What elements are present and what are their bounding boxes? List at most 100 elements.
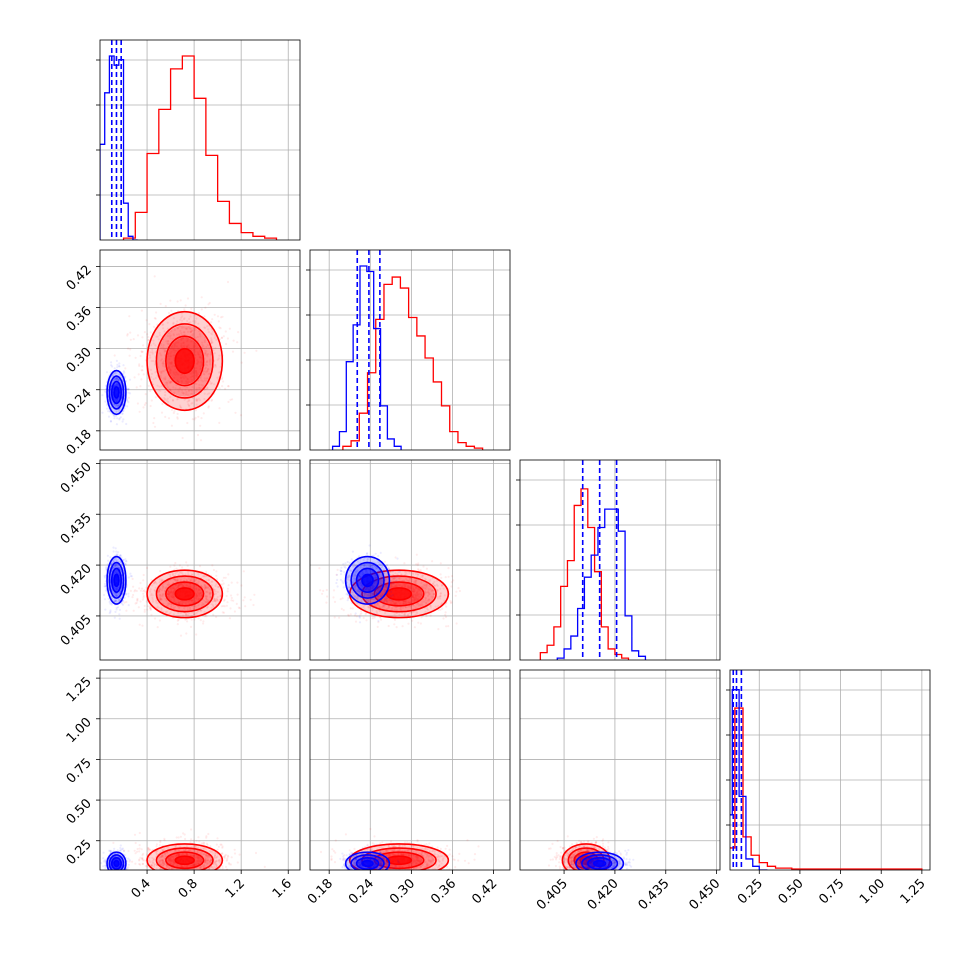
sample-point	[378, 605, 381, 608]
sample-point	[372, 593, 376, 597]
sample-point	[423, 600, 426, 603]
sample-point	[158, 581, 161, 584]
sample-point	[193, 604, 196, 608]
sample-point	[412, 580, 415, 583]
sample-point	[197, 415, 200, 418]
sample-point	[413, 599, 416, 602]
sample-point	[177, 584, 180, 588]
sample-point	[380, 618, 383, 621]
sample-point	[202, 599, 205, 602]
sample-point	[161, 862, 164, 865]
sample-point	[229, 398, 232, 401]
sample-point	[358, 574, 361, 578]
sample-point	[206, 590, 209, 593]
sample-point	[195, 587, 198, 590]
sample-point	[386, 563, 389, 567]
sample-point	[162, 377, 165, 380]
sample-point	[186, 564, 189, 567]
sample-point	[368, 598, 371, 601]
sample-point	[368, 565, 371, 568]
sample-point	[114, 594, 118, 597]
density-level	[362, 574, 374, 587]
sample-point	[196, 591, 200, 594]
sample-point	[179, 404, 182, 407]
sample-point	[424, 591, 427, 594]
sample-point	[118, 567, 121, 570]
sample-point	[177, 381, 180, 384]
sample-point	[138, 363, 141, 366]
sample-point	[114, 588, 117, 591]
sample-point	[361, 586, 364, 589]
sample-point	[216, 595, 219, 599]
sample-point	[377, 595, 380, 599]
sample-point	[368, 566, 371, 569]
sample-point	[190, 600, 193, 603]
sample-point	[139, 856, 142, 859]
sample-point	[443, 594, 446, 597]
sample-point	[116, 384, 119, 387]
sample-point	[226, 587, 230, 590]
sample-point	[203, 587, 206, 591]
sample-point	[204, 600, 208, 604]
sample-point	[450, 575, 454, 578]
sample-point	[381, 605, 385, 608]
sample-point	[387, 624, 390, 628]
sample-point	[389, 586, 392, 589]
sample-point	[415, 611, 418, 614]
sample-point	[195, 860, 198, 863]
sample-point	[190, 329, 193, 332]
sample-point	[169, 611, 172, 614]
sample-point	[108, 612, 111, 615]
sample-point	[425, 578, 428, 581]
sample-point	[176, 578, 179, 581]
sample-point	[139, 589, 142, 592]
sample-point	[430, 595, 433, 598]
sample-point	[190, 375, 194, 378]
sample-point	[214, 590, 217, 593]
sample-point	[449, 599, 452, 603]
sample-point	[197, 379, 200, 382]
sample-point	[195, 399, 198, 403]
sample-point	[406, 613, 409, 616]
sample-point	[222, 582, 225, 585]
sample-point	[172, 349, 176, 352]
sample-point	[379, 616, 382, 619]
sample-point	[202, 412, 205, 415]
sample-point	[169, 388, 172, 391]
sample-point	[358, 574, 361, 577]
sample-point	[203, 575, 206, 578]
sample-point	[184, 601, 187, 604]
sample-point	[186, 297, 190, 300]
sample-point	[385, 599, 388, 602]
sample-point	[187, 326, 190, 329]
sample-point	[370, 592, 374, 596]
sample-point	[117, 404, 120, 407]
sample-point	[169, 380, 172, 384]
sample-point	[194, 596, 197, 599]
sample-point	[173, 351, 176, 354]
sample-point	[172, 322, 175, 325]
sample-point	[143, 331, 146, 334]
sample-point	[203, 340, 206, 344]
sample-point	[168, 366, 171, 370]
sample-point	[358, 590, 362, 593]
sample-point	[370, 593, 373, 596]
sample-point	[127, 391, 130, 394]
sample-point	[216, 358, 219, 361]
sample-point	[171, 593, 174, 596]
sample-point	[437, 628, 440, 631]
sample-point	[215, 863, 218, 866]
sample-point	[191, 574, 194, 577]
sample-point	[167, 604, 170, 607]
sample-point	[179, 599, 183, 603]
sample-point	[117, 404, 120, 407]
sample-point	[366, 558, 369, 561]
sample-point	[213, 336, 216, 340]
sample-point	[149, 351, 152, 354]
sample-point	[203, 615, 206, 618]
sample-point	[115, 553, 118, 556]
sample-point	[177, 348, 180, 351]
sample-point	[117, 379, 120, 382]
sample-point	[213, 590, 216, 593]
sample-point	[173, 588, 176, 592]
